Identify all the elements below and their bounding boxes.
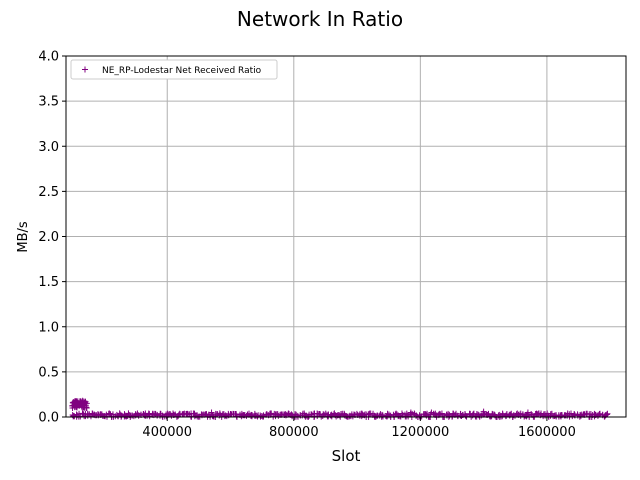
x-tick-label: 1200000 xyxy=(391,425,449,440)
data-point xyxy=(428,409,435,416)
legend: NE_RP-Lodestar Net Received Ratio xyxy=(70,59,278,80)
data-point xyxy=(438,410,445,417)
grid xyxy=(66,55,626,418)
y-tick-label: 0.5 xyxy=(38,365,59,380)
data-point xyxy=(320,411,327,418)
x-tick-label: 800000 xyxy=(269,425,319,440)
y-tick-label: 0.0 xyxy=(38,411,59,426)
data-point xyxy=(83,404,90,411)
data-point xyxy=(596,410,603,417)
data-point xyxy=(524,409,531,416)
y-tick-label: 2.0 xyxy=(38,230,59,245)
y-tick-label: 2.5 xyxy=(38,185,59,200)
data-point xyxy=(209,412,216,419)
data-point xyxy=(568,410,575,417)
legend-marker xyxy=(82,66,88,73)
x-tick-label: 400000 xyxy=(142,425,192,440)
x-axis: 400000 800000 1200000 1600000 xyxy=(142,417,576,440)
data-point xyxy=(208,409,215,416)
y-tick-label: 1.0 xyxy=(38,320,59,335)
x-axis-label: Slot xyxy=(332,447,361,465)
legend-plus-icon xyxy=(82,66,88,73)
data-point xyxy=(604,410,611,417)
y-axis-label: MB/s xyxy=(16,221,31,253)
data-point xyxy=(267,410,274,417)
legend-box xyxy=(70,59,278,80)
legend-label: NE_RP-Lodestar Net Received Ratio xyxy=(102,66,262,76)
data-point xyxy=(106,410,113,417)
data-point xyxy=(407,409,414,416)
data-point xyxy=(463,413,470,420)
data-point xyxy=(523,412,530,419)
y-axis: 0.0 0.5 1.0 1.5 2.0 2.5 3.0 3.5 4.0 xyxy=(38,50,66,426)
y-tick-label: 3.5 xyxy=(38,95,59,110)
data-point xyxy=(480,408,487,415)
chart-title: Network In Ratio xyxy=(237,7,403,31)
y-tick-label: 1.5 xyxy=(38,275,59,290)
x-tick-label: 1600000 xyxy=(518,425,576,440)
y-tick-label: 4.0 xyxy=(38,50,59,65)
data-point xyxy=(603,411,610,418)
y-tick-label: 3.0 xyxy=(38,140,59,155)
